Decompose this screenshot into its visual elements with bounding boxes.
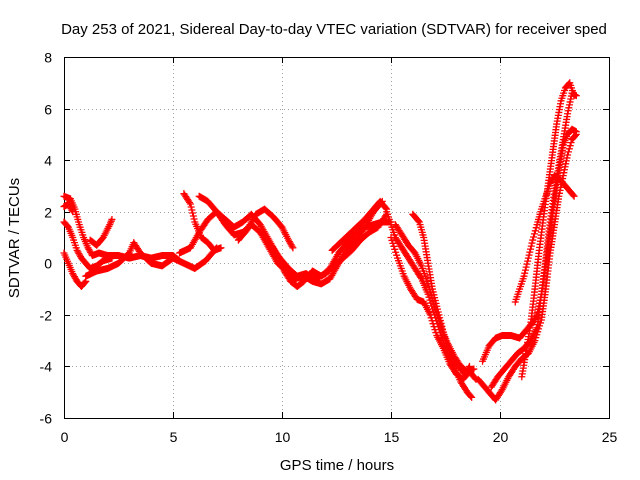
data-point xyxy=(524,254,532,262)
data-point xyxy=(186,200,194,208)
x-tick-labels: 0 5 10 15 20 25 xyxy=(61,429,618,445)
data-point xyxy=(566,142,574,150)
x-tick-label: 10 xyxy=(275,429,291,445)
series-track-21 xyxy=(511,172,578,306)
data-point xyxy=(186,199,194,207)
series-track-10 xyxy=(234,205,297,252)
data-markers xyxy=(60,79,580,404)
data-point xyxy=(81,278,89,286)
data-point xyxy=(530,230,538,238)
data-point xyxy=(564,148,572,156)
data-point xyxy=(527,245,535,253)
series-track-11 xyxy=(267,210,391,283)
x-tick-label: 15 xyxy=(384,429,400,445)
y-axis-label: SDTVAR / TECUs xyxy=(6,178,23,298)
data-point xyxy=(572,128,580,136)
y-tick-label: -2 xyxy=(40,308,53,324)
data-point xyxy=(189,209,197,217)
data-point xyxy=(188,206,196,214)
x-tick-label: 5 xyxy=(170,429,178,445)
data-point xyxy=(521,266,529,274)
data-point xyxy=(527,242,535,250)
data-point xyxy=(570,192,578,200)
data-point xyxy=(564,151,572,159)
series-track-6 xyxy=(82,239,221,280)
series-track-16 xyxy=(409,210,473,378)
data-point xyxy=(414,217,422,225)
y-tick-label: 2 xyxy=(44,205,52,221)
series-track-3 xyxy=(60,249,90,290)
series-track-2 xyxy=(60,218,116,272)
data-point xyxy=(465,362,473,370)
x-tick-label: 0 xyxy=(61,429,69,445)
y-tick-label: -6 xyxy=(40,411,53,427)
y-tick-label: 8 xyxy=(44,50,52,66)
data-point xyxy=(567,139,575,147)
data-point xyxy=(289,244,297,252)
data-point xyxy=(524,257,532,265)
data-point xyxy=(68,206,76,214)
y-tick-label: -4 xyxy=(40,359,53,375)
y-tick-labels: -6 -4 -2 0 2 4 6 8 xyxy=(40,50,53,427)
data-point xyxy=(108,215,116,223)
data-point xyxy=(531,227,539,235)
data-point xyxy=(529,236,537,244)
data-point xyxy=(189,212,197,220)
plot-frame xyxy=(64,57,610,419)
x-tick-label: 25 xyxy=(602,429,618,445)
data-point xyxy=(532,224,540,232)
series-track-4 xyxy=(60,200,77,216)
data-point xyxy=(470,365,478,373)
data-point xyxy=(288,242,296,250)
grid-lines xyxy=(64,57,609,418)
axis-ticks xyxy=(64,57,610,419)
data-point xyxy=(565,145,573,153)
data-point xyxy=(382,204,390,212)
data-point xyxy=(526,248,534,256)
data-point xyxy=(468,393,476,401)
data-point xyxy=(467,392,475,400)
data-point xyxy=(523,260,531,268)
chart-title: Day 253 of 2021, Sidereal Day-to-day VTE… xyxy=(61,21,607,38)
data-point xyxy=(569,191,577,199)
data-point xyxy=(471,374,479,382)
data-point xyxy=(190,215,198,223)
series-track-12 xyxy=(328,197,391,254)
y-tick-label: 0 xyxy=(44,256,52,272)
y-tick-label: 4 xyxy=(44,153,52,169)
x-tick-label: 20 xyxy=(493,429,509,445)
series-track-5 xyxy=(86,215,116,249)
data-point xyxy=(528,239,536,247)
data-point xyxy=(521,269,529,277)
x-axis-label: GPS time / hours xyxy=(280,457,394,474)
data-point xyxy=(465,364,473,372)
data-point xyxy=(187,203,195,211)
data-point xyxy=(217,244,225,252)
data-point xyxy=(570,92,578,100)
data-point xyxy=(530,233,538,241)
data-point xyxy=(525,251,533,259)
data-point xyxy=(522,263,530,271)
data-point xyxy=(417,273,425,281)
data-point xyxy=(108,254,116,262)
data-point xyxy=(520,272,528,280)
y-tick-label: 6 xyxy=(44,102,52,118)
data-point xyxy=(69,208,77,216)
